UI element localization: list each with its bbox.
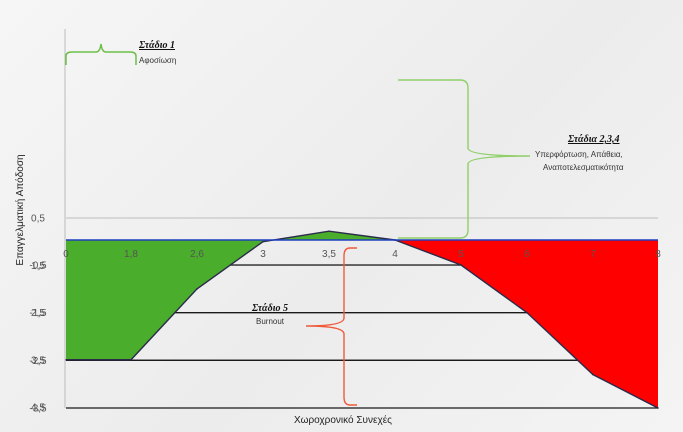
area-fill-negative [395,240,658,408]
area-fill-positive [66,231,395,360]
bracket-stage-1 [65,43,137,65]
y-tick-label: -3,5 [29,404,47,415]
annotation-text-stage-2-3-4-line2: Αναποτελεσματικότητα [543,163,624,172]
y-tick-label: 2,5 [31,308,45,319]
y-tick-label: 4,5 [31,403,45,414]
y-tick-label: 0,5 [31,214,45,225]
data-point [130,358,132,361]
annotation-text-stage-1: Αφοσίωση [139,56,176,65]
x-tick-label: 0 [63,249,69,260]
y-tick-label: 1,5 [31,261,45,272]
y-tick-label: -0,5 [29,261,47,272]
data-point [526,311,528,314]
data-point [65,358,67,361]
data-point [328,230,330,232]
data-point [592,373,594,376]
series-line [66,230,396,361]
data-point [196,288,198,290]
x-tick-label: 3 [260,249,266,260]
y-tick-label: 3,5 [31,355,45,366]
x-tick-label: 6 [524,249,530,260]
annotation-text-stage-5: Burnout [256,317,285,326]
x-tick-label: 4 [392,249,398,260]
x-tick-label: 1,8 [124,249,138,260]
x-tick-label: 2,6 [190,249,204,260]
annotation-title-stage-2-3-4: Στάδια 2,3,4 [567,134,620,145]
bracket-stage-5 [305,247,357,406]
x-axis-title: Χωροχρονικό Συνεχές [294,414,392,426]
annotation-title-stage-5: Στάδιο 5 [251,303,288,314]
y-tick-label: -2,5 [29,356,47,367]
data-point [460,264,462,266]
x-tick-label: 5 [458,249,464,260]
y-axis-title: Επαγγελματική Απόδοση [14,154,26,265]
x-tick-label: 7 [590,249,596,260]
annotation-title-stage-1: Στάδιο 1 [138,40,175,51]
x-tick-label: 3,5 [322,249,336,260]
annotation-text-stage-2-3-4-line1: Υπερφόρτωση, Απάθεια, [535,150,623,159]
data-point [262,240,264,243]
x-tick-label: 8 [655,249,661,260]
bracket-stage-2-3-4 [398,79,531,239]
data-point [657,407,659,409]
y-tick-label: -1,5 [29,308,47,319]
